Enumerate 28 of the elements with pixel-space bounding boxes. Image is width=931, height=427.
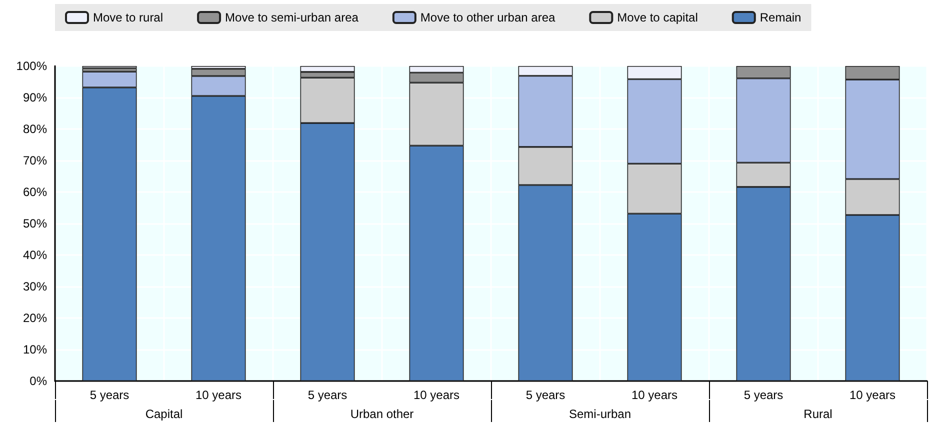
y-tick-label: 100% [16,59,48,73]
y-tick-label: 90% [22,90,48,104]
legend-label: Move to other urban area [420,10,556,24]
y-tick-label: 10% [22,342,48,356]
x-tick-label: 5 years [90,388,130,402]
legend-label: Remain [760,10,802,24]
y-tick-label: 0% [30,374,48,388]
y-tick-label: 80% [22,122,48,136]
legend-label: Move to capital [617,10,698,24]
x-tick-label: 10 years [195,388,242,402]
x-tick-label: 5 years [744,388,784,402]
legend-label: Move to semi-urban area [225,10,359,24]
legend-label: Move to rural [93,10,164,24]
x-tick-label: 10 years [631,388,678,402]
x-tick-label: 10 years [849,388,896,402]
y-tick-label: 50% [22,216,48,230]
y-tick-label: 60% [22,185,48,199]
text: Rural [804,407,832,421]
text: Semi-urban [568,407,632,421]
x-tick-label: 5 years [308,388,348,402]
text: Urban other [350,407,414,421]
x-tick-label: 5 years [526,388,566,402]
y-tick-label: 20% [22,311,48,325]
text: Capital [145,407,183,421]
y-tick-label: 40% [22,248,48,262]
y-tick-label: 70% [22,154,48,168]
x-tick-label: 10 years [413,388,460,402]
y-tick-label: 30% [22,280,48,294]
